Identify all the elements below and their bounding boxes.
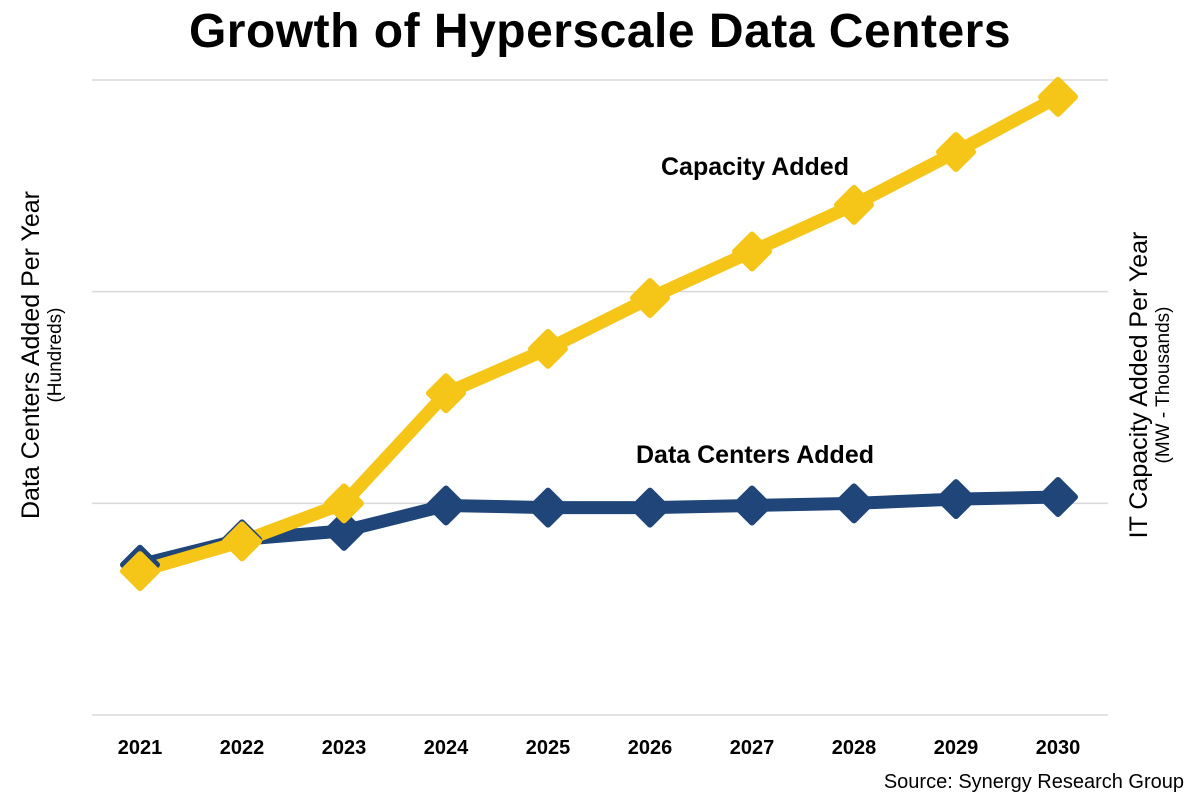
capacity-added-point [324, 483, 364, 524]
x-tick-label: 2027 [730, 737, 775, 759]
capacity-added-line [133, 90, 1065, 578]
series-lines [133, 90, 1065, 578]
capacity-added-point [936, 131, 976, 172]
capacity-added-point [120, 551, 160, 592]
data-centers-added-point [528, 487, 568, 528]
x-tick-label: 2024 [424, 737, 469, 759]
data-centers-added-point [630, 487, 670, 528]
capacity-added-point [630, 278, 670, 319]
data-centers-added-label: Data Centers Added [636, 441, 874, 469]
x-tick-label: 2021 [118, 737, 163, 759]
x-axis-ticks: 2021 2022 2023 2024 2025 2026 2027 2028 2029 2030 [118, 737, 1081, 759]
x-tick-label: 2026 [628, 737, 673, 759]
capacity-added-label: Capacity Added [661, 153, 849, 181]
data-centers-added-point [936, 479, 976, 520]
x-tick-label: 2022 [220, 737, 265, 759]
capacity-added-point [222, 521, 262, 562]
x-tick-label: 2030 [1036, 737, 1081, 759]
capacity-added-point [732, 231, 772, 272]
x-tick-label: 2028 [832, 737, 877, 759]
x-tick-label: 2025 [526, 737, 571, 759]
capacity-added-point [528, 328, 568, 369]
capacity-added-point [1038, 76, 1078, 117]
capacity-added-point [834, 184, 874, 225]
data-centers-added-line [133, 490, 1065, 572]
data-centers-added-point [732, 485, 772, 526]
series-markers [120, 76, 1078, 592]
chart-title: Growth of Hyperscale Data Centers [188, 5, 1012, 58]
data-centers-added-point [426, 485, 466, 526]
data-centers-added-point [834, 483, 874, 524]
capacity-added-point [426, 373, 466, 414]
data-centers-added-point [324, 510, 364, 551]
source-note: Source: Synergy Research Group [883, 771, 1184, 793]
x-tick-label: 2029 [934, 737, 979, 759]
x-tick-label: 2023 [322, 737, 367, 759]
gridlines [92, 79, 1108, 716]
data-centers-added-point [1038, 476, 1078, 517]
